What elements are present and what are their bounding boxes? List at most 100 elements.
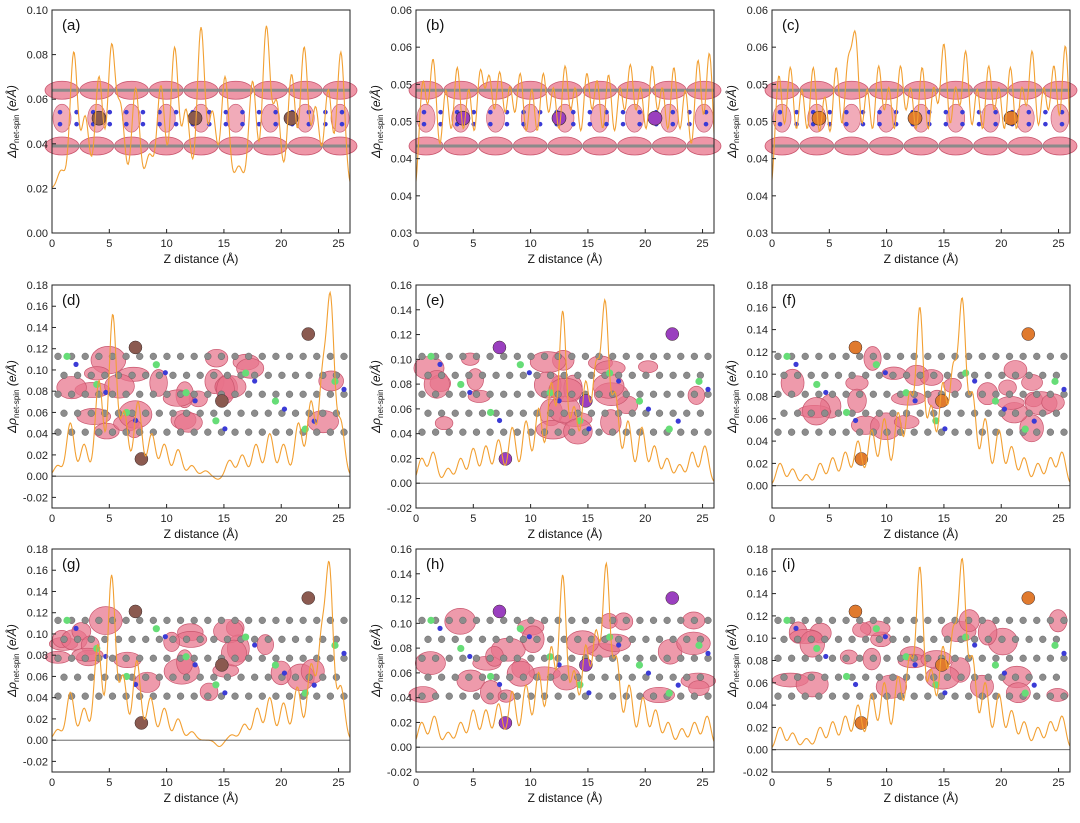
- carbon-atom: [223, 673, 232, 681]
- carbon-atom: [223, 409, 232, 417]
- carbon-atom: [1025, 409, 1033, 417]
- carbon-atom: [992, 654, 1000, 662]
- boron-atom: [842, 408, 851, 417]
- net-spin-profile-line: [415, 561, 715, 742]
- y-tick-label: 0.14: [391, 569, 412, 581]
- panel-c: 0 5 10 15 20 25 0.03 0.04 0.04 0.05 0.05 0.06 0.06 Z …: [724, 5, 1078, 266]
- y-tick-label: 0.02: [27, 450, 48, 462]
- y-tick-label: 0.12: [747, 611, 768, 623]
- boron-atom: [271, 397, 280, 405]
- carbon-atom: [984, 673, 992, 681]
- nitrogen-atom: [252, 642, 258, 648]
- metal-atom: [128, 604, 143, 619]
- carbon-atom: [546, 371, 555, 379]
- carbon-atom: [568, 692, 576, 700]
- nitrogen-atom: [1059, 121, 1065, 127]
- carbon-atom: [992, 352, 1000, 360]
- carbon-atom: [1052, 371, 1060, 379]
- carbon-atom: [649, 390, 658, 398]
- carbon-atom: [937, 616, 946, 624]
- carbon-atom: [299, 616, 307, 624]
- carbon-atom: [815, 692, 823, 700]
- net-spin-profile-line: [415, 297, 715, 482]
- carbon-atom: [418, 616, 426, 624]
- carbon-atom: [190, 390, 198, 398]
- carbon-atom: [574, 371, 582, 379]
- boron-atom: [902, 653, 910, 661]
- x-tick-label: 0: [49, 238, 55, 250]
- structure-illustration: [45, 591, 348, 730]
- y-tick-label: 0.10: [391, 618, 412, 630]
- carbon-atom: [472, 692, 481, 700]
- carbon-atom: [196, 409, 204, 417]
- y-tick-label: 0.03: [747, 228, 768, 240]
- carbon-atom: [60, 673, 68, 681]
- carbon-atom: [136, 692, 144, 700]
- metal-atom: [301, 327, 316, 341]
- nitrogen-atom: [526, 370, 532, 376]
- y-tick-label: 0.08: [747, 392, 768, 404]
- carbon-atom: [774, 616, 782, 624]
- nitrogen-atom: [823, 653, 829, 660]
- carbon-atom: [636, 352, 644, 360]
- carbon-atom: [842, 654, 850, 662]
- y-tick-label: 0.06: [391, 404, 412, 416]
- carbon-atom: [978, 390, 986, 398]
- carbon-atom: [875, 673, 883, 681]
- carbon-atom: [896, 616, 905, 624]
- carbon-atom: [438, 673, 446, 681]
- carbon-atom: [163, 428, 171, 436]
- carbon-atom: [1060, 692, 1068, 700]
- carbon-atom: [87, 371, 95, 379]
- spin-isosurface: [638, 360, 659, 374]
- y-tick-label: 0.12: [27, 608, 48, 620]
- carbon-atom: [615, 635, 623, 643]
- panel-label: (f): [782, 292, 796, 309]
- carbon-atom: [217, 352, 226, 360]
- nitrogen-atom: [616, 378, 622, 384]
- carbon-atom: [332, 371, 340, 379]
- carbon-atom: [313, 616, 321, 624]
- carbon-atom: [204, 390, 212, 398]
- carbon-atom: [95, 692, 103, 700]
- carbon-atom: [149, 352, 157, 360]
- carbon-atom: [459, 654, 467, 662]
- boron-atom: [783, 352, 791, 360]
- panel-label: (g): [62, 556, 80, 573]
- carbon-atom: [862, 409, 870, 417]
- carbon-atom: [601, 673, 609, 681]
- boron-atom: [872, 625, 880, 633]
- y-tick-label: 0.06: [391, 5, 412, 17]
- carbon-atom: [142, 409, 150, 417]
- carbon-atom: [774, 692, 782, 700]
- x-tick-label: 20: [639, 513, 651, 525]
- carbon-atom: [560, 635, 568, 643]
- panel-label: (c): [782, 17, 800, 34]
- y-tick-label: 0.05: [747, 117, 768, 129]
- carbon-atom: [1011, 635, 1020, 643]
- metal-atom: [134, 716, 149, 730]
- boron-atom: [212, 681, 220, 689]
- carbon-atom: [527, 616, 535, 624]
- spin-isosurface: [795, 671, 829, 698]
- carbon-atom: [264, 371, 272, 379]
- boron-atom: [783, 616, 791, 624]
- x-axis-title: Z distance (Å): [164, 526, 239, 541]
- carbon-atom: [669, 409, 677, 417]
- nitrogen-atom: [1043, 121, 1048, 127]
- nitrogen-atom: [972, 378, 978, 384]
- nitrogen-atom: [960, 121, 965, 127]
- carbon-atom: [951, 692, 959, 700]
- panel-f: 0 5 10 15 20 25 0.00 0.02 0.04 0.06 0.08 0.10 0.12 0.…: [724, 280, 1071, 541]
- carbon-atom: [245, 616, 253, 624]
- y-tick-label: 0.18: [747, 544, 768, 556]
- carbon-atom: [513, 692, 521, 700]
- carbon-atom: [677, 654, 685, 662]
- carbon-atom: [587, 409, 596, 417]
- carbon-atom: [285, 616, 294, 624]
- carbon-atom: [663, 616, 671, 624]
- carbon-atom: [636, 390, 644, 398]
- carbon-atom: [984, 409, 992, 417]
- y-axis-title: Δρnet-spin (e/Å): [368, 85, 385, 159]
- spin-isosurface: [221, 639, 247, 667]
